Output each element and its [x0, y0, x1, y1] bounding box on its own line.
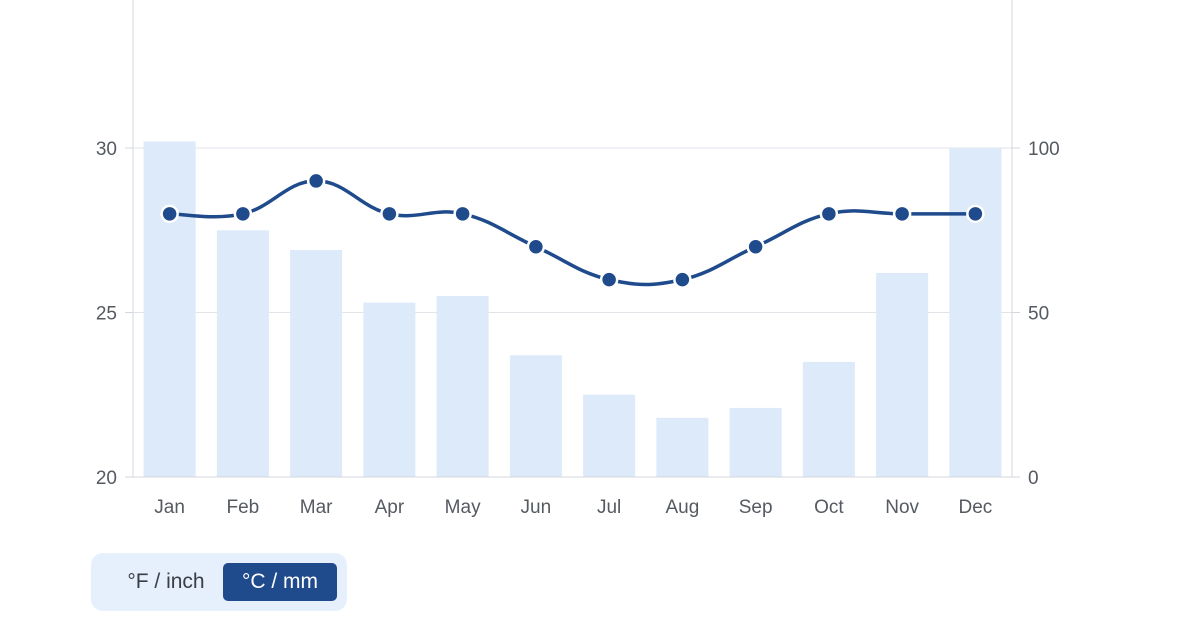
precipitation-bars [143, 141, 1002, 477]
precip-bar [509, 355, 562, 477]
x-tick-label: Dec [958, 497, 992, 518]
precip-bar [583, 394, 636, 477]
temperature-point [233, 204, 253, 224]
x-tick-label: Aug [665, 497, 699, 518]
temperature-points [160, 171, 985, 289]
precip-bar [436, 296, 489, 477]
temperature-point [160, 204, 179, 224]
left-tick-label: 20 [96, 468, 117, 489]
precip-bar [949, 148, 1002, 477]
temperature-point [380, 204, 399, 224]
right-tick-label: 100 [1028, 139, 1060, 160]
temperature-point [819, 204, 839, 224]
x-tick-label: Mar [300, 497, 333, 518]
axes [125, 0, 1020, 478]
precip-bar [802, 361, 855, 477]
x-tick-label: Oct [814, 497, 844, 518]
x-tick-label: Apr [375, 497, 405, 518]
x-tick-label: Jul [597, 497, 621, 518]
precip-bar [363, 302, 416, 477]
temperature-point [746, 237, 765, 256]
x-tick-label: May [445, 497, 481, 518]
temperature-point [892, 204, 912, 224]
tick-labels: 20 25 30 0 50 100 Jan Feb Mar Apr May Jun Jul Aug Sep O… [96, 139, 1060, 518]
precip-bar [656, 417, 709, 477]
left-tick-label: 30 [96, 139, 117, 160]
x-tick-label: Feb [227, 497, 260, 518]
temperature-point [599, 270, 619, 289]
precip-bar [143, 141, 196, 477]
x-tick-label: Nov [885, 497, 919, 518]
temperature-point [453, 204, 472, 224]
right-tick-label: 50 [1028, 304, 1049, 325]
temperature-point [306, 171, 326, 191]
unit-toggle: °F / inch °C / mm [91, 553, 347, 611]
x-tick-label: Jun [521, 497, 552, 518]
precip-bar [729, 407, 782, 477]
temperature-point [526, 237, 546, 256]
temperature-point [673, 270, 692, 289]
x-tick-label: Sep [739, 497, 773, 518]
unit-option-metric[interactable]: °C / mm [223, 563, 337, 601]
precip-bar [876, 273, 929, 477]
precip-bar [290, 250, 343, 477]
temperature-point [966, 204, 985, 224]
x-tick-label: Jan [154, 497, 185, 518]
precip-bar [216, 230, 269, 477]
unit-option-imperial[interactable]: °F / inch [127, 570, 205, 593]
climate-chart: 20 25 30 0 50 100 Jan Feb Mar Apr May Jun Jul Aug Sep O… [96, 0, 1060, 518]
left-tick-label: 25 [96, 304, 117, 325]
right-tick-label: 0 [1028, 468, 1039, 489]
